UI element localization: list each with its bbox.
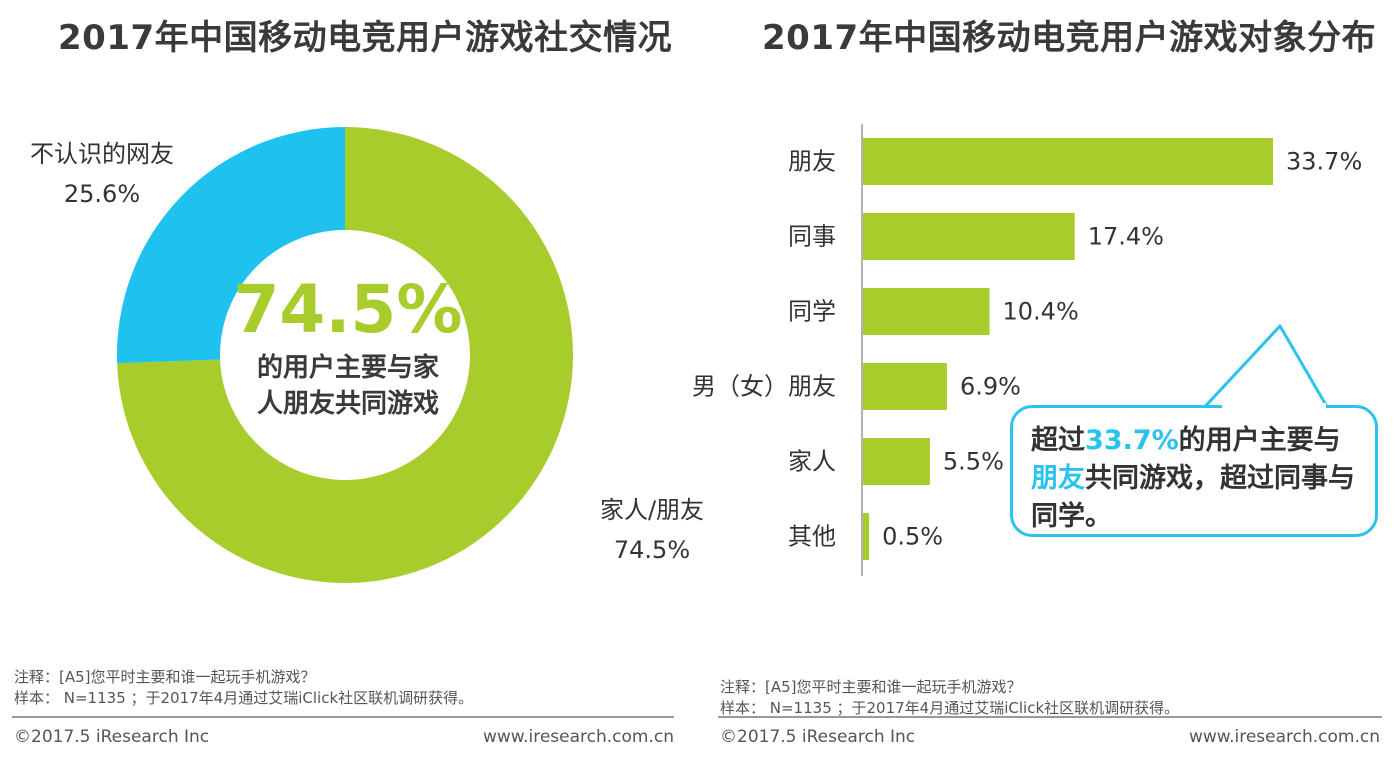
- left-chart-title: 2017年中国移动电竞用户游戏社交情况: [58, 18, 673, 58]
- callout-text-3: 共同游戏，超过同事与同学。: [1031, 463, 1355, 532]
- bar-value-label-5: 0.5%: [882, 523, 943, 551]
- callout-highlight-friends: 朋友: [1031, 463, 1085, 494]
- sample-right: 样本： N=1135 ；于2017年4月通过艾瑞iClick社区联机调研获得。: [720, 699, 1180, 717]
- bar-category-label-3: 男（女）朋友: [692, 373, 836, 401]
- callout-seam-cover: [1222, 403, 1326, 409]
- sample-left: 样本： N=1135 ；于2017年4月通过艾瑞iClick社区联机调研获得。: [14, 689, 474, 707]
- donut-center-line1: 的用户主要与家: [256, 353, 439, 383]
- donut-slice-family-friends: [117, 127, 573, 583]
- slice-value-family-friends: 74.5%: [613, 536, 691, 564]
- bar-value-label-0: 33.7%: [1286, 148, 1362, 176]
- bar-value-label-4: 5.5%: [943, 448, 1004, 476]
- bar-category-label-1: 同事: [788, 223, 836, 251]
- bar-category-label-0: 朋友: [788, 148, 836, 176]
- donut-slice-strangers: [117, 127, 345, 364]
- slice-category-strangers: 不认识的网友: [30, 140, 174, 168]
- callout-highlight-percent: 33.7%: [1085, 425, 1179, 456]
- note-right: 注释：[A5]您平时主要和谁一起玩手机游戏？: [720, 678, 1022, 696]
- callout-box: 超过33.7%的用户主要与朋友共同游戏，超过同事与同学。: [1010, 405, 1378, 537]
- bar-category-label-2: 同学: [788, 298, 836, 326]
- slice-category-family-friends: 家人/朋友: [599, 496, 705, 524]
- copyright-left: ©2017.5 iResearch Inc: [14, 727, 210, 747]
- donut-center-text: 74.5% 的用户主要与家 人朋友共同游戏: [228, 270, 468, 422]
- url-left: www.iresearch.com.cn: [482, 727, 674, 747]
- donut-center-value: 74.5%: [233, 271, 463, 348]
- bar-chart: 朋友 33.7%同事 17.4%同学 10.4%男（女）朋友 6.9%家人 5.5%其他 0…: [692, 124, 1362, 576]
- callout-pointer: [1200, 324, 1332, 413]
- note-left: 注释：[A5]您平时主要和谁一起玩手机游戏？: [14, 668, 316, 686]
- bar-value-label-1: 17.4%: [1088, 223, 1164, 251]
- bar-category-label-5: 其他: [788, 523, 836, 551]
- bar-4: [863, 438, 930, 485]
- bar-value-label-3: 6.9%: [960, 373, 1021, 401]
- url-right: www.iresearch.com.cn: [1188, 727, 1380, 747]
- bar-2: [863, 288, 990, 335]
- footer-rule-right: [718, 716, 1382, 718]
- callout-text-2: 的用户主要与: [1178, 425, 1341, 456]
- bar-5: [863, 513, 870, 560]
- callout-text-1: 超过: [1031, 425, 1085, 456]
- donut-chart: [117, 127, 573, 583]
- slice-label-family-friends: 家人/朋友 74.5%: [582, 490, 722, 570]
- slice-label-strangers: 不认识的网友 25.6%: [22, 134, 182, 214]
- right-chart-title: 2017年中国移动电竞用户游戏对象分布: [762, 18, 1377, 58]
- bar-3: [863, 363, 947, 410]
- slice-value-strangers: 25.6%: [63, 180, 141, 208]
- footer-rule-left: [12, 716, 674, 718]
- bar-1: [863, 213, 1075, 260]
- bar-0: [863, 138, 1273, 185]
- bar-value-label-2: 10.4%: [1003, 298, 1079, 326]
- copyright-right: ©2017.5 iResearch Inc: [720, 727, 916, 747]
- donut-center-line2: 人朋友共同游戏: [256, 389, 439, 419]
- bar-category-label-4: 家人: [788, 448, 836, 476]
